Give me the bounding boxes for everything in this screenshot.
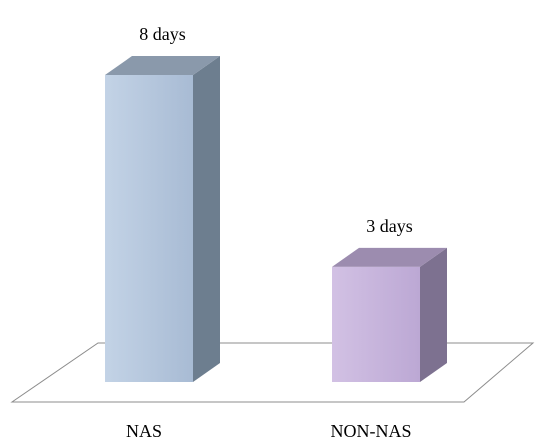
bar-side-face bbox=[193, 56, 220, 382]
chart-floor-plane bbox=[10, 342, 535, 403]
bar-non-nas bbox=[332, 247, 447, 382]
bar-top-face bbox=[105, 56, 220, 75]
bars-group bbox=[105, 56, 447, 382]
bar-top-face bbox=[332, 247, 447, 267]
data-label: 3 days bbox=[366, 216, 413, 236]
bar-front-face bbox=[332, 266, 420, 382]
bar-nas bbox=[105, 56, 220, 382]
chart-floor bbox=[10, 342, 535, 403]
bar-side-face bbox=[420, 247, 447, 382]
data-label: 8 days bbox=[139, 24, 186, 44]
labels-group: 8 days NAS 3 days NON-NAS bbox=[126, 24, 413, 441]
bar-front-face bbox=[105, 75, 193, 382]
category-label: NON-NAS bbox=[331, 421, 412, 440]
category-label: NAS bbox=[126, 421, 162, 440]
